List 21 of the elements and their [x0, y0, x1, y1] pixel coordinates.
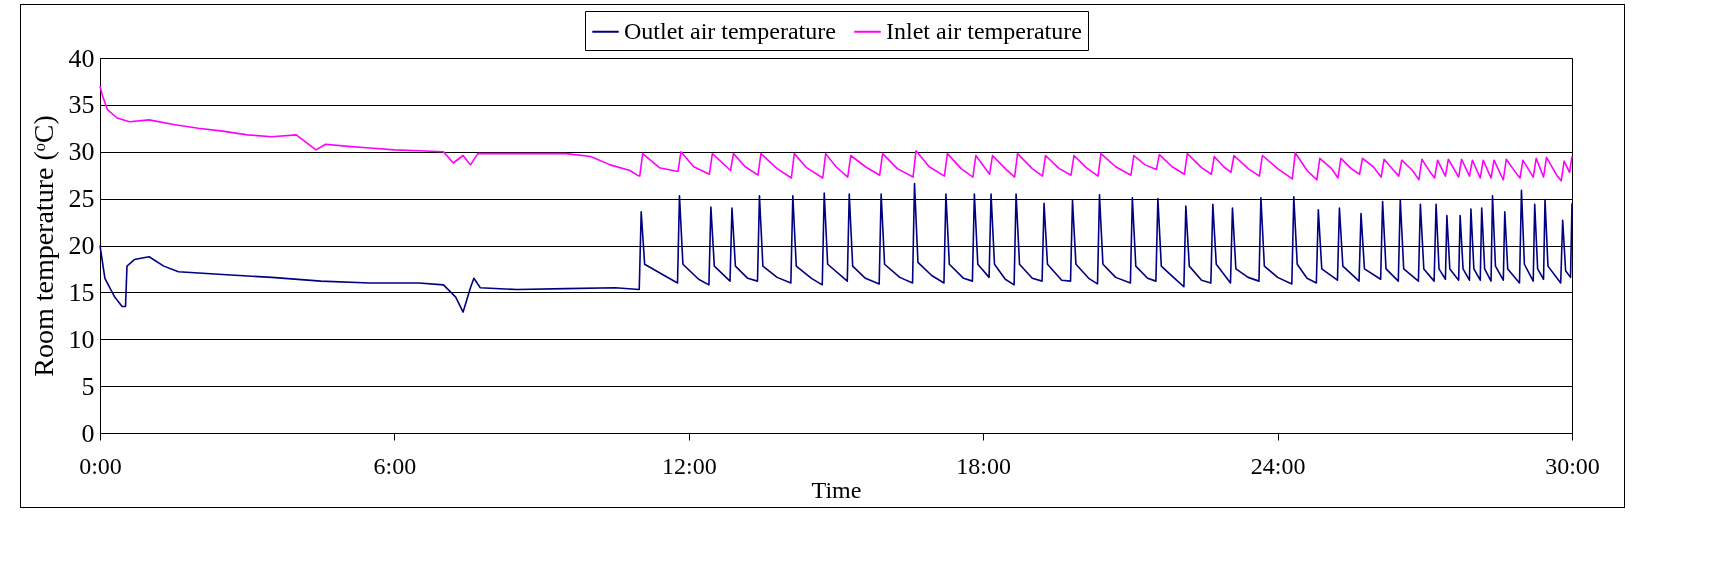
line-series — [99, 182, 1573, 313]
x-tick-label: 30:00 — [1545, 452, 1600, 479]
y-tick-label: 25 — [68, 184, 95, 214]
y-tick-label: 35 — [68, 90, 95, 120]
line-series — [99, 85, 1573, 182]
y-tick-label: 5 — [81, 371, 95, 401]
legend-label: Outlet air temperature — [624, 17, 836, 44]
x-tick-label: 24:00 — [1250, 452, 1306, 479]
x-tick-label: 18:00 — [956, 452, 1012, 479]
y-tick-label: 20 — [68, 231, 95, 260]
y-tick-label: 10 — [68, 324, 95, 354]
y-axis-title: Room temperature (ᵒC) — [27, 115, 59, 377]
x-axis-title: Time — [811, 476, 862, 503]
legend-label: Inlet air temperature — [886, 17, 1082, 44]
x-tick-label: 0:00 — [79, 452, 122, 479]
y-tick-label: 0 — [81, 418, 95, 448]
x-tick-label: 6:00 — [373, 452, 417, 479]
y-tick-label: 40 — [68, 43, 95, 73]
y-tick-label: 30 — [68, 137, 95, 167]
x-tick-label: 12:00 — [661, 452, 717, 479]
y-tick-label: 15 — [68, 277, 95, 307]
